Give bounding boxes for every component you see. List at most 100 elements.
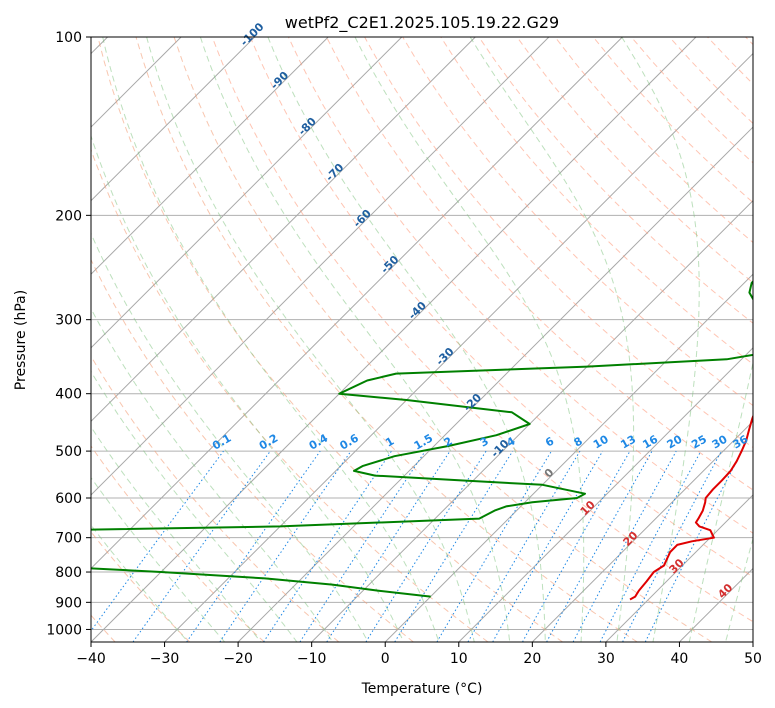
dry-adiabat-line bbox=[91, 355, 340, 642]
mixing-ratio-line bbox=[326, 450, 451, 642]
moist-adiabat-line bbox=[91, 134, 405, 642]
y-tick-label: 400 bbox=[55, 387, 82, 403]
dry-adiabat-label: -50 bbox=[378, 253, 401, 276]
mixing-ratio-label: 8 bbox=[572, 435, 585, 450]
x-tick-label: 40 bbox=[671, 651, 689, 667]
y-tick-label: 700 bbox=[55, 531, 82, 547]
y-tick-label: 800 bbox=[55, 565, 82, 581]
dry-adiabat-line bbox=[173, 37, 713, 642]
x-tick-label: −20 bbox=[223, 651, 253, 667]
moist-adiabat-line bbox=[688, 360, 753, 642]
mixing-ratio-line bbox=[219, 450, 352, 642]
dry-adiabat-line bbox=[91, 148, 489, 642]
dry-adiabat-line bbox=[326, 37, 753, 491]
y-tick-label: 1000 bbox=[46, 622, 82, 638]
dry-adiabat-label: -20 bbox=[461, 391, 484, 414]
moist-adiabat-line bbox=[91, 232, 369, 642]
mixing-ratio-line bbox=[599, 450, 702, 642]
dewpoint-line bbox=[91, 280, 753, 598]
dry-adiabat-line bbox=[91, 445, 265, 642]
moist-adiabat-line bbox=[354, 37, 585, 642]
mixing-ratio-label: 1 bbox=[383, 435, 396, 450]
mixing-ratio-line bbox=[572, 450, 677, 642]
dry-adiabat-line bbox=[97, 37, 563, 642]
mixing-ratio-line bbox=[299, 450, 426, 642]
mixing-ratio-label: 30 bbox=[710, 432, 730, 451]
isotherm-line bbox=[384, 273, 753, 642]
dry-adiabat-line bbox=[249, 37, 753, 578]
y-tick-label: 200 bbox=[55, 208, 82, 224]
mixing-ratio-line bbox=[91, 450, 224, 632]
isotherm-line bbox=[91, 37, 329, 275]
axis-layer: −40 −30 −20 −10 0 10 20 30 40 5010020030040050060… bbox=[46, 30, 762, 667]
y-axis-label: Pressure (hPa) bbox=[13, 290, 29, 390]
isotherm-line bbox=[605, 494, 753, 642]
dry-adiabat-line bbox=[287, 37, 753, 534]
isotherm-line bbox=[91, 37, 403, 349]
isotherm-line bbox=[531, 420, 753, 642]
mixing-ratio-label: 6 bbox=[543, 434, 556, 449]
mixing-ratio-label: 13 bbox=[618, 433, 638, 452]
moist-adiabat-line bbox=[91, 524, 189, 642]
x-tick-label: 20 bbox=[523, 651, 541, 667]
mixing-ratio-label: 25 bbox=[689, 433, 709, 452]
y-tick-label: 900 bbox=[55, 595, 82, 611]
mixing-ratio-line bbox=[546, 450, 653, 642]
isotherm-line bbox=[164, 52, 753, 642]
dry-adiabat-label: -80 bbox=[296, 115, 319, 138]
dry-adiabat-line bbox=[554, 37, 753, 244]
x-tick-label: 10 bbox=[450, 651, 468, 667]
x-tick-label: 0 bbox=[381, 651, 390, 667]
moist-adiabat-label: 10 bbox=[578, 498, 598, 518]
dry-adiabat-label: -30 bbox=[433, 345, 456, 368]
mixing-ratio-line bbox=[365, 450, 487, 642]
y-tick-label: 300 bbox=[55, 313, 82, 329]
x-tick-label: 30 bbox=[597, 651, 615, 667]
moist-adiabat-line bbox=[469, 37, 635, 642]
plot-frame bbox=[90, 36, 754, 643]
mixing-ratio-line bbox=[644, 450, 743, 642]
isotherm-line bbox=[679, 567, 753, 642]
isotherm-line bbox=[237, 126, 753, 642]
moist-adiabat-line bbox=[91, 476, 225, 642]
isotherm-line bbox=[311, 199, 753, 642]
mixing-ratio-line bbox=[522, 450, 631, 642]
dry-adiabat-label: -60 bbox=[351, 207, 374, 230]
x-tick-label: −40 bbox=[76, 651, 106, 667]
x-tick-label: 50 bbox=[744, 651, 762, 667]
x-tick-label: −30 bbox=[150, 651, 180, 667]
moist-adiabat-line bbox=[621, 37, 700, 642]
isotherm-line bbox=[91, 37, 623, 570]
moist-adiabat-line bbox=[102, 37, 440, 642]
dry-adiabat-line bbox=[211, 37, 753, 623]
isotherm-line bbox=[458, 347, 753, 642]
mixing-ratio-label: 10 bbox=[591, 432, 611, 451]
mixing-ratio-label: 0.2 bbox=[257, 432, 280, 453]
moist-adiabat-label: 40 bbox=[715, 581, 735, 601]
moist-adiabat-line bbox=[91, 370, 298, 642]
y-tick-label: 500 bbox=[55, 444, 82, 460]
dry-adiabat-line bbox=[440, 37, 753, 365]
isotherm-line bbox=[91, 37, 697, 642]
dry-adiabat-line bbox=[91, 258, 414, 642]
isotherm-line bbox=[752, 641, 753, 642]
moist-adiabat-line bbox=[91, 307, 334, 642]
dry-adiabat-line bbox=[592, 37, 753, 204]
mixing-ratio-label: 20 bbox=[665, 432, 685, 451]
dry-adiabat-label: -100 bbox=[238, 20, 267, 49]
mixing-ratio-line bbox=[394, 450, 514, 642]
moist-adiabat-line bbox=[267, 37, 546, 642]
moist-adiabat-line bbox=[146, 37, 475, 642]
mixing-ratio-line bbox=[186, 450, 321, 642]
isotherm-line bbox=[91, 37, 476, 423]
dry-adiabat-line bbox=[516, 37, 753, 284]
mixing-ratio-line bbox=[263, 450, 392, 642]
moist-adiabat-line bbox=[199, 37, 511, 642]
dry-adiabat-line bbox=[669, 37, 753, 125]
moist-adiabat-label: 30 bbox=[667, 556, 687, 576]
dry-adiabat-line bbox=[135, 37, 638, 642]
isotherm-line bbox=[91, 37, 550, 496]
dry-adiabat-label: -90 bbox=[268, 69, 291, 92]
temperature-line bbox=[629, 413, 753, 601]
